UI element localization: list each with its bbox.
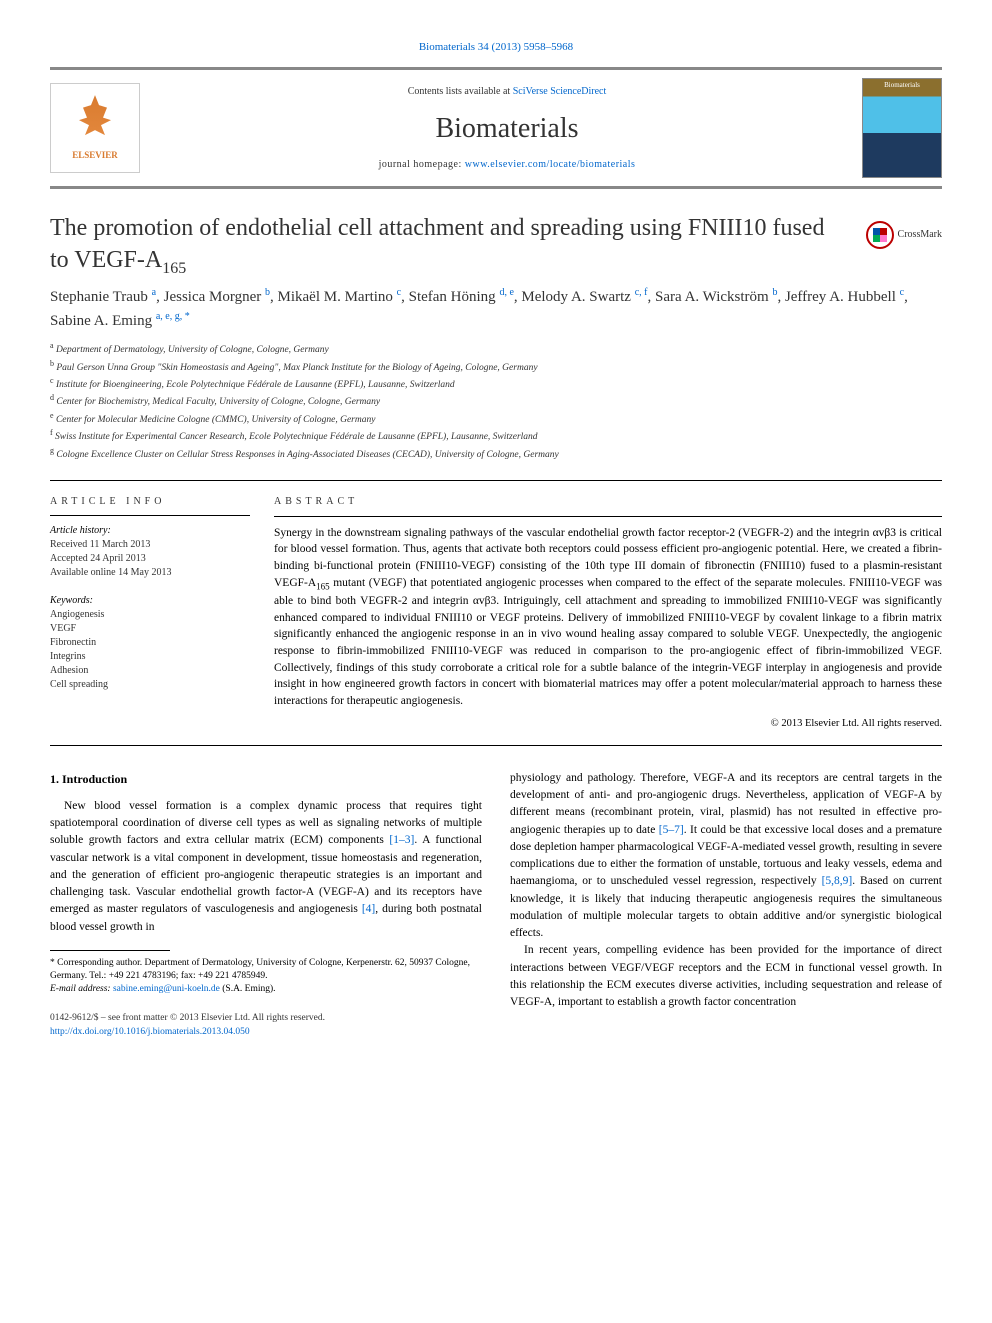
keywords-label: Keywords:	[50, 594, 250, 608]
citation-5-8-9[interactable]: [5,8,9]	[822, 875, 853, 887]
footnotes: * Corresponding author. Department of De…	[50, 957, 482, 997]
front-matter-line: 0142-9612/$ – see front matter © 2013 El…	[50, 1011, 482, 1025]
keyword-item: Fibronectin	[50, 636, 250, 650]
intro-paragraph-2: In recent years, compelling evidence has…	[510, 942, 942, 1011]
journal-homepage-line: journal homepage: www.elsevier.com/locat…	[152, 158, 862, 172]
history-label: Article history:	[50, 524, 250, 538]
section-heading-intro: 1. Introduction	[50, 770, 482, 788]
article-title: The promotion of endothelial cell attach…	[50, 213, 846, 279]
corresponding-author-note: * Corresponding author. Department of De…	[50, 957, 482, 984]
crossmark-label: CrossMark	[898, 228, 942, 242]
keywords-list: AngiogenesisVEGFFibronectinIntegrinsAdhe…	[50, 608, 250, 692]
affiliation-line: c Institute for Bioengineering, Ecole Po…	[50, 375, 942, 392]
crossmark-icon	[866, 221, 894, 249]
email-label: E-mail address:	[50, 984, 113, 994]
footnote-separator	[50, 950, 170, 951]
affiliation-line: b Paul Gerson Unna Group "Skin Homeostas…	[50, 358, 942, 375]
journal-masthead: ELSEVIER Contents lists available at Sci…	[50, 67, 942, 189]
cover-label: Biomaterials	[863, 81, 941, 91]
affiliation-line: e Center for Molecular Medicine Cologne …	[50, 410, 942, 427]
homepage-link[interactable]: www.elsevier.com/locate/biomaterials	[465, 159, 636, 170]
email-line: E-mail address: sabine.eming@uni-koeln.d…	[50, 983, 482, 996]
keyword-item: Cell spreading	[50, 678, 250, 692]
corresponding-email[interactable]: sabine.eming@uni-koeln.de	[113, 984, 220, 994]
abstract-block: ABSTRACT Synergy in the downstream signa…	[274, 495, 942, 731]
homepage-prefix: journal homepage:	[379, 159, 465, 170]
header-citation: Biomaterials 34 (2013) 5958–5968	[50, 40, 942, 55]
publisher-logo: ELSEVIER	[50, 83, 140, 173]
accepted-date: Accepted 24 April 2013	[50, 552, 250, 566]
contents-available-line: Contents lists available at SciVerse Sci…	[152, 85, 862, 99]
affiliation-line: d Center for Biochemistry, Medical Facul…	[50, 392, 942, 409]
body-columns: 1. Introduction New blood vessel formati…	[50, 770, 942, 1039]
citation-1-3[interactable]: [1–3]	[389, 834, 414, 846]
email-suffix: (S.A. Eming).	[220, 984, 276, 994]
sciencedirect-link[interactable]: SciVerse ScienceDirect	[513, 86, 607, 97]
citation-4[interactable]: [4]	[362, 903, 375, 915]
abstract-heading: ABSTRACT	[274, 495, 942, 517]
affiliation-line: a Department of Dermatology, University …	[50, 340, 942, 357]
keyword-item: Angiogenesis	[50, 608, 250, 622]
keyword-item: Adhesion	[50, 664, 250, 678]
journal-cover-thumbnail: Biomaterials	[862, 78, 942, 178]
intro-paragraph-1-cont: physiology and pathology. Therefore, VEG…	[510, 770, 942, 943]
abstract-text: Synergy in the downstream signaling path…	[274, 525, 942, 710]
publisher-name: ELSEVIER	[72, 149, 118, 162]
keyword-item: VEGF	[50, 622, 250, 636]
article-info-block: ARTICLE INFO Article history: Received 1…	[50, 495, 250, 731]
keyword-item: Integrins	[50, 650, 250, 664]
article-title-subscript: 165	[162, 259, 186, 276]
crossmark-widget[interactable]: CrossMark	[866, 221, 942, 249]
received-date: Received 11 March 2013	[50, 538, 250, 552]
contents-prefix: Contents lists available at	[408, 86, 513, 97]
online-date: Available online 14 May 2013	[50, 566, 250, 580]
body-column-right: physiology and pathology. Therefore, VEG…	[510, 770, 942, 1039]
author-list: Stephanie Traub a, Jessica Morgner b, Mi…	[50, 285, 942, 332]
doi-link[interactable]: http://dx.doi.org/10.1016/j.biomaterials…	[50, 1025, 482, 1039]
journal-title: Biomaterials	[152, 109, 862, 148]
citation-5-7[interactable]: [5–7]	[659, 824, 684, 836]
affiliation-line: f Swiss Institute for Experimental Cance…	[50, 427, 942, 444]
elsevier-tree-icon	[75, 95, 115, 145]
body-column-left: 1. Introduction New blood vessel formati…	[50, 770, 482, 1039]
intro-paragraph-1: New blood vessel formation is a complex …	[50, 798, 482, 936]
affiliation-line: g Cologne Excellence Cluster on Cellular…	[50, 445, 942, 462]
page-footer: 0142-9612/$ – see front matter © 2013 El…	[50, 1011, 482, 1040]
abstract-copyright: © 2013 Elsevier Ltd. All rights reserved…	[274, 716, 942, 731]
affiliations: a Department of Dermatology, University …	[50, 340, 942, 462]
article-info-heading: ARTICLE INFO	[50, 495, 250, 516]
